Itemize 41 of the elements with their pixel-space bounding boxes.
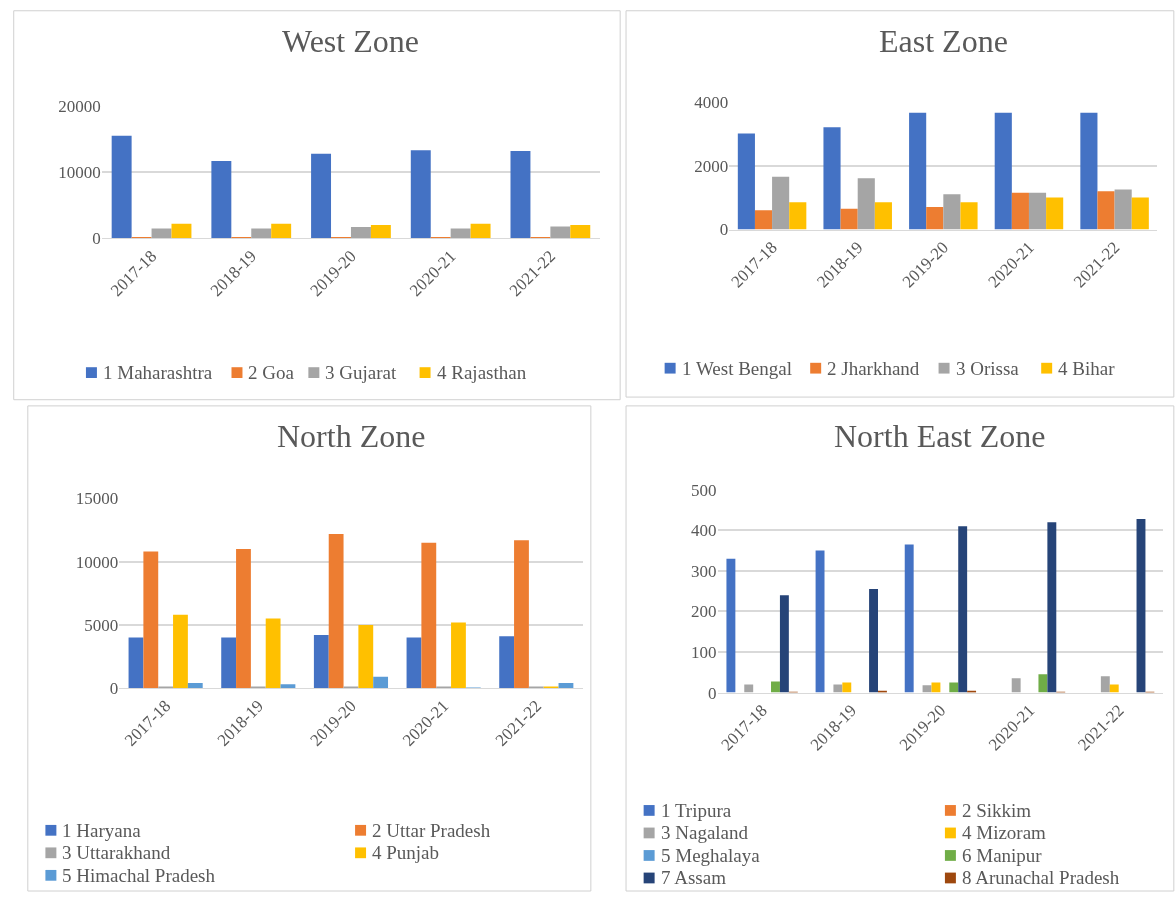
chart-title: North Zone [277,418,426,454]
y-tick-label: 300 [691,561,717,581]
legend-label: 1 Haryana [62,820,142,841]
y-tick-label: 15000 [75,489,119,509]
legend-label: 2 Goa [248,362,295,383]
y-tick-label: 2000 [694,156,729,176]
legend-label: 7 Assam [661,867,727,888]
legend-label: 4 Mizoram [962,822,1047,843]
y-tick-label: 10000 [58,163,101,183]
legend-label: 2 Uttar Pradesh [372,820,491,841]
legend-label: 6 Manipur [962,845,1043,866]
legend-label: 1 Tripura [661,800,732,821]
legend-label: 4 Punjab [372,842,440,863]
y-tick-label: 0 [719,220,729,240]
legend-label: 3 Uttarakhand [62,842,171,863]
legend-label: 4 Rajasthan [437,362,527,383]
legend-label: 4 Bihar [1058,358,1116,379]
legend-label: 3 Gujarat [325,362,397,383]
y-tick-label: 0 [92,229,101,249]
legend-label: 1 West Bengal [682,358,792,379]
y-tick-label: 500 [691,480,717,500]
legend-label: 3 Nagaland [661,822,749,843]
legend-label: 3 Orissa [956,358,1020,379]
y-tick-label: 4000 [694,92,729,112]
y-tick-label: 5000 [84,615,119,635]
y-tick-label: 100 [691,642,717,662]
legend-label: 2 Jharkhand [827,358,920,379]
y-tick-label: 400 [691,521,717,541]
legend-label: 8 Arunachal Pradesh [962,867,1120,888]
chart-title: West Zone [282,23,419,59]
chart-title: East Zone [879,23,1008,59]
legend-label: 1 Maharashtra [103,362,213,383]
legend-label: 5 Himachal Pradesh [62,865,216,886]
y-tick-label: 10000 [75,552,119,572]
legend-label: 5 Meghalaya [661,845,761,866]
legend-label: 2 Sikkim [962,800,1032,821]
y-tick-label: 200 [691,602,717,622]
y-tick-label: 20000 [58,96,101,116]
y-tick-label: 0 [708,683,717,703]
chart-title: North East Zone [834,418,1046,454]
y-tick-label: 0 [109,679,119,699]
